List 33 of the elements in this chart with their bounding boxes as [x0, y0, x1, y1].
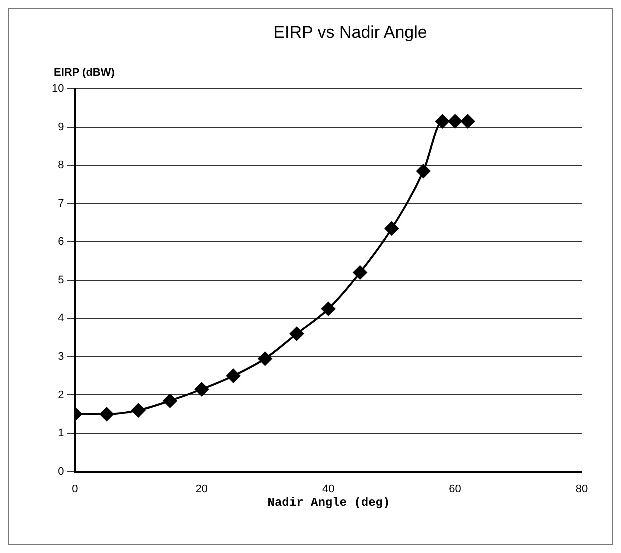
point	[290, 326, 304, 341]
x-tick-label: 80	[576, 483, 588, 496]
point	[132, 404, 146, 418]
y-tick-label: 9	[58, 121, 64, 134]
point	[416, 164, 431, 178]
y-tick-label: 5	[58, 274, 64, 286]
point	[194, 382, 209, 396]
point	[322, 302, 336, 316]
y-tick-label: 8	[58, 160, 64, 172]
point	[226, 369, 241, 384]
point	[163, 394, 178, 408]
y-tick-label: 2	[58, 389, 64, 402]
x-axis-title: Nadir Angle (deg)	[266, 496, 392, 510]
point	[258, 352, 272, 366]
y-tick-label: 4	[58, 312, 64, 325]
y-tick-label: 1	[58, 428, 64, 440]
y-tick-label: 0	[58, 466, 64, 478]
x-tick-label: 40	[322, 483, 335, 496]
point	[436, 114, 450, 129]
y-tick-label: 7	[58, 198, 64, 210]
x-tick-label: 20	[196, 483, 208, 496]
point	[384, 222, 399, 236]
point	[353, 266, 368, 280]
point	[100, 407, 114, 422]
x-tick-label: 0	[72, 483, 78, 496]
chart-title: EIRP vs Nadir Angle	[272, 23, 428, 43]
y-tick-label: 3	[58, 350, 64, 363]
y-axis-title: EIRP (dBW)	[54, 67, 115, 79]
y-tick-label: 6	[58, 236, 64, 248]
point	[448, 114, 462, 129]
x-tick-label: 60	[449, 483, 462, 496]
y-tick-label: 10	[52, 83, 64, 96]
point	[460, 114, 475, 129]
